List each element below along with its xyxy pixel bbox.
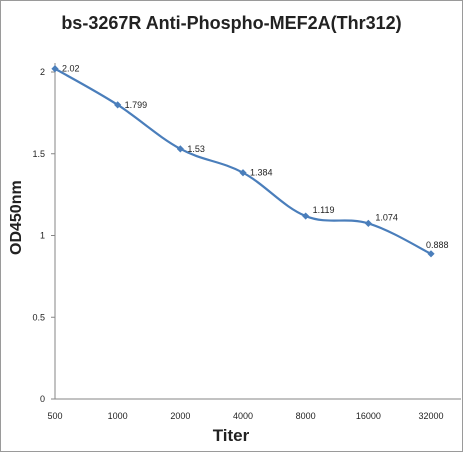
data-label: 1.53 (187, 144, 205, 154)
series-line (54, 67, 432, 255)
x-axis-label: Titer (212, 426, 250, 445)
y-tick-label: 2 (40, 67, 45, 77)
chart-title: bs-3267R Anti-Phospho-MEF2A(Thr312) (61, 13, 402, 33)
x-tick-label: 16000 (356, 411, 381, 421)
x-tick-label: 32000 (418, 411, 443, 421)
data-point (364, 219, 372, 228)
data-point (427, 250, 435, 258)
data-point (176, 145, 184, 153)
data-point (239, 169, 247, 177)
y-tick-label: 1.5 (32, 149, 45, 159)
data-label: 1.384 (250, 168, 273, 178)
data-point (302, 212, 310, 220)
data-point (51, 65, 59, 73)
data-label: 1.119 (313, 205, 335, 215)
x-tick-label: 2000 (170, 411, 190, 421)
data-label: 1.074 (375, 212, 398, 222)
y-tick-label: 0.5 (32, 312, 45, 322)
x-tick-label: 4000 (233, 411, 253, 421)
x-tick-label: 8000 (296, 411, 316, 421)
data-point (114, 101, 122, 109)
data-label: 0.888 (426, 240, 449, 250)
x-tick-label: 1000 (108, 411, 128, 421)
y-tick-label: 0 (40, 394, 45, 404)
y-tick-label: 1 (40, 231, 45, 241)
x-tick-label: 500 (47, 411, 62, 421)
data-label: 1.799 (125, 100, 148, 110)
data-label: 2.02 (62, 64, 80, 74)
